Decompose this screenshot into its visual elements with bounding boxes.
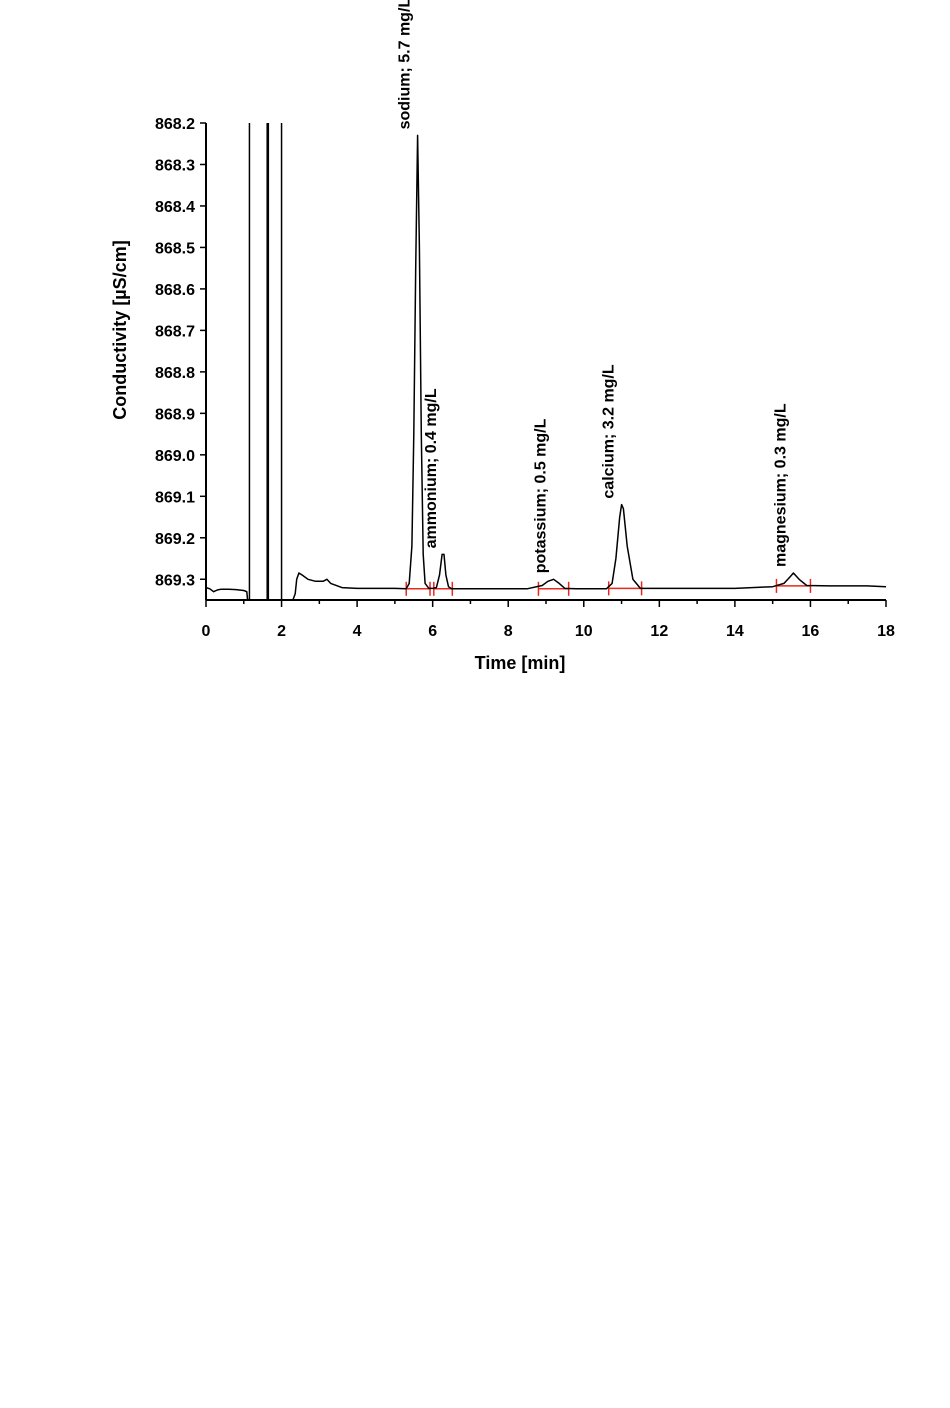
peak-labels-group: sodium; 5.7 mg/L ammonium; 0.4 mg/L potass… <box>397 0 790 573</box>
y-tick-label: 868.6 <box>155 282 195 299</box>
y-tick-label: 868.5 <box>155 240 195 257</box>
peak-label: ammonium; 0.4 mg/L <box>423 388 440 548</box>
y-tick-label: 868.4 <box>155 199 195 216</box>
x-tick-label: 4 <box>353 623 362 640</box>
y-tick-label: 869.2 <box>155 531 195 548</box>
y-tick-label: 869.0 <box>155 448 195 465</box>
peak-label: magnesium; 0.3 mg/L <box>772 403 789 567</box>
y-tick-label: 868.9 <box>155 406 195 423</box>
y-tick-label: 868.3 <box>155 157 195 174</box>
y-tick-label: 868.8 <box>155 365 195 382</box>
y-tick-label: 868.7 <box>155 323 195 340</box>
x-tick-label: 18 <box>877 623 895 640</box>
x-tick-label: 0 <box>202 623 211 640</box>
x-tick-label: 12 <box>650 623 668 640</box>
x-tick-label: 8 <box>504 623 513 640</box>
chart-svg: 868.2 868.3 868.4 868.5 868.6 868.7 868.8 868.9… <box>110 0 895 673</box>
peak-label: sodium; 5.7 mg/L <box>397 0 414 129</box>
y-tick-label: 868.2 <box>155 116 195 133</box>
x-tick-label: 2 <box>277 623 286 640</box>
chromatogram-chart: 868.2 868.3 868.4 868.5 868.6 868.7 868.8 868.9… <box>110 0 895 673</box>
peak-label: calcium; 3.2 mg/L <box>601 364 618 498</box>
x-tick-label: 10 <box>575 623 593 640</box>
x-tick-label: 16 <box>802 623 820 640</box>
x-tick-label: 14 <box>726 623 744 640</box>
y-tick-label: 869.1 <box>155 489 195 506</box>
peak-label: potassium; 0.5 mg/L <box>533 418 550 573</box>
axes-group: 868.2 868.3 868.4 868.5 868.6 868.7 868.8 868.9… <box>155 116 895 640</box>
y-axis-title: Conductivity [µS/cm] <box>110 240 130 419</box>
y-tick-label: 869.3 <box>155 572 195 589</box>
x-tick-label: 6 <box>428 623 437 640</box>
x-axis-title: Time [min] <box>475 653 566 673</box>
